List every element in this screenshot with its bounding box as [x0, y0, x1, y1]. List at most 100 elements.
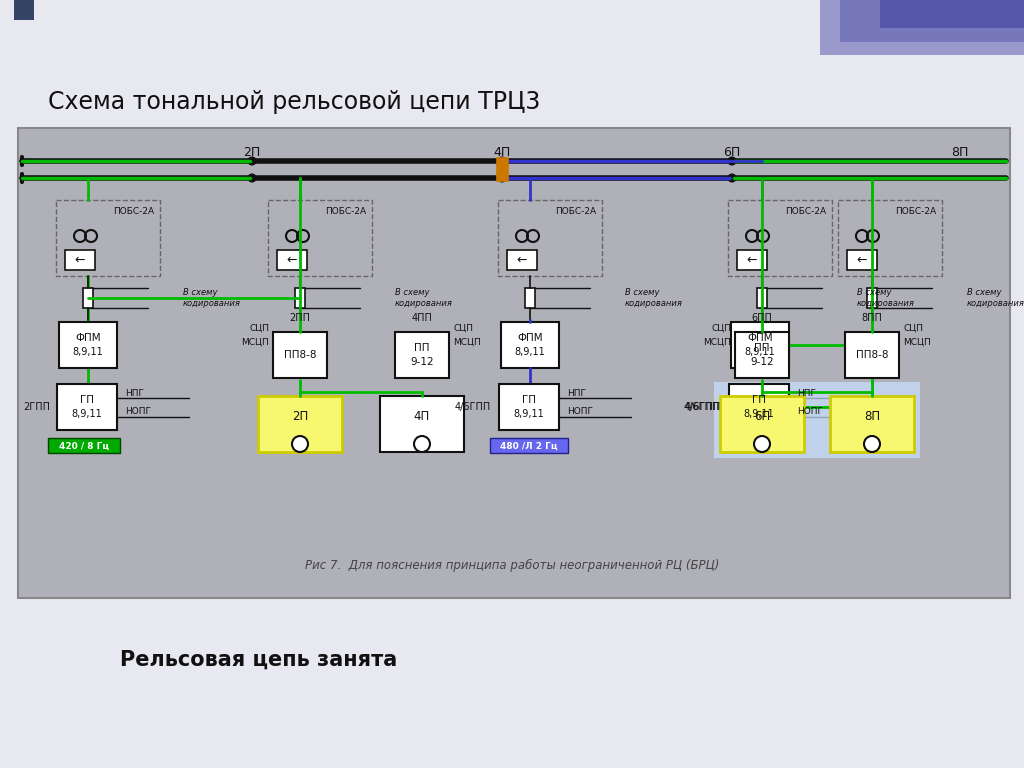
- Text: 8,9,11: 8,9,11: [744, 347, 775, 357]
- Text: 8П: 8П: [951, 145, 969, 158]
- Bar: [395, 332, 449, 378]
- Bar: [273, 332, 327, 378]
- Text: 8,9,11: 8,9,11: [73, 347, 103, 357]
- Bar: [728, 200, 831, 276]
- Text: ПП: ПП: [755, 343, 770, 353]
- Bar: [56, 200, 160, 276]
- Bar: [83, 288, 93, 308]
- Text: НОПГ: НОПГ: [567, 408, 593, 416]
- Text: ГП: ГП: [80, 395, 94, 405]
- Circle shape: [728, 174, 735, 181]
- Bar: [18, 128, 1010, 598]
- Text: 4ПП: 4ПП: [412, 313, 432, 323]
- Text: ФПМ: ФПМ: [75, 333, 100, 343]
- Bar: [838, 200, 942, 276]
- Text: 8,9,11: 8,9,11: [743, 409, 774, 419]
- Text: Рис 7.  Для пояснения принципа работы неограниченной РЦ (БРЦ): Рис 7. Для пояснения принципа работы нео…: [305, 558, 719, 571]
- Bar: [729, 384, 790, 430]
- Bar: [57, 384, 117, 430]
- Text: НОПГ: НОПГ: [797, 408, 823, 416]
- Circle shape: [499, 174, 506, 181]
- Bar: [737, 250, 767, 270]
- Bar: [757, 288, 767, 308]
- Text: 6П: 6П: [754, 409, 770, 422]
- Bar: [714, 382, 920, 458]
- Text: 2П: 2П: [244, 145, 261, 158]
- Circle shape: [499, 157, 506, 164]
- Text: ГП: ГП: [522, 395, 536, 405]
- Text: 4/6ГПП: 4/6ГПП: [455, 402, 490, 412]
- Bar: [840, 0, 1024, 42]
- Text: 8,9,11: 8,9,11: [514, 409, 545, 419]
- Text: СЦП: СЦП: [249, 323, 269, 333]
- Bar: [380, 396, 464, 452]
- Text: СЦП: СЦП: [453, 323, 473, 333]
- Text: В схему
кодирования: В схему кодирования: [395, 288, 453, 308]
- Text: 9-12: 9-12: [751, 357, 774, 367]
- Text: ПП8-8: ПП8-8: [856, 350, 888, 360]
- Text: В схему
кодирования: В схему кодирования: [625, 288, 683, 308]
- Text: 6ПП: 6ПП: [752, 313, 772, 323]
- Bar: [501, 322, 559, 368]
- Text: СЦП: СЦП: [711, 323, 731, 333]
- Bar: [59, 322, 117, 368]
- Bar: [880, 0, 1024, 28]
- Circle shape: [414, 436, 430, 452]
- Bar: [507, 250, 537, 270]
- Text: НПГ: НПГ: [125, 389, 144, 398]
- Text: МСЦП: МСЦП: [453, 337, 480, 346]
- Text: НПГ: НПГ: [567, 389, 586, 398]
- Text: ПП: ПП: [415, 343, 430, 353]
- Text: 4/6ГПП: 4/6ГПП: [684, 402, 720, 412]
- Text: 8,9,11: 8,9,11: [72, 409, 102, 419]
- Bar: [820, 0, 1024, 55]
- Text: ←: ←: [857, 253, 867, 266]
- Bar: [867, 288, 877, 308]
- Text: НПГ: НПГ: [797, 389, 816, 398]
- Circle shape: [249, 174, 256, 181]
- Circle shape: [292, 436, 308, 452]
- Text: 4/6ГПП: 4/6ГПП: [685, 402, 721, 412]
- Bar: [830, 396, 914, 452]
- Bar: [525, 288, 535, 308]
- Circle shape: [249, 157, 256, 164]
- Bar: [731, 322, 790, 368]
- Text: ПОБС-2А: ПОБС-2А: [114, 207, 155, 216]
- Bar: [499, 384, 559, 430]
- Circle shape: [864, 436, 880, 452]
- Text: 420 / 8 Гц: 420 / 8 Гц: [59, 442, 109, 451]
- Text: 8П: 8П: [864, 409, 880, 422]
- Bar: [295, 288, 305, 308]
- Text: В схему
кодирования: В схему кодирования: [967, 288, 1024, 308]
- Text: ←: ←: [75, 253, 85, 266]
- Bar: [720, 396, 804, 452]
- Text: ПП8-8: ПП8-8: [284, 350, 316, 360]
- Text: МСЦП: МСЦП: [242, 337, 269, 346]
- Text: Схема тональной рельсовой цепи ТРЦ3: Схема тональной рельсовой цепи ТРЦ3: [48, 90, 541, 114]
- Text: ГП: ГП: [752, 395, 766, 405]
- Text: 2ГПП: 2ГПП: [23, 402, 50, 412]
- Text: 8ПП: 8ПП: [861, 313, 883, 323]
- Bar: [497, 158, 508, 181]
- Bar: [258, 396, 342, 452]
- Text: ПОБС-2А: ПОБС-2А: [555, 207, 597, 216]
- Bar: [735, 332, 790, 378]
- Text: ←: ←: [746, 253, 758, 266]
- Bar: [14, 0, 34, 20]
- Text: 8,9,11: 8,9,11: [515, 347, 546, 357]
- Bar: [268, 200, 372, 276]
- Bar: [847, 250, 877, 270]
- Text: ←: ←: [517, 253, 527, 266]
- Circle shape: [754, 436, 770, 452]
- Bar: [498, 200, 602, 276]
- Text: МСЦП: МСЦП: [903, 337, 931, 346]
- Text: СЦП: СЦП: [903, 323, 923, 333]
- Circle shape: [728, 157, 735, 164]
- Bar: [65, 250, 95, 270]
- Text: ФПМ: ФПМ: [517, 333, 543, 343]
- Text: ПОБС-2А: ПОБС-2А: [326, 207, 367, 216]
- Text: В схему
кодирования: В схему кодирования: [857, 288, 914, 308]
- Text: МСЦП: МСЦП: [703, 337, 731, 346]
- Text: ←: ←: [287, 253, 297, 266]
- Bar: [48, 438, 120, 453]
